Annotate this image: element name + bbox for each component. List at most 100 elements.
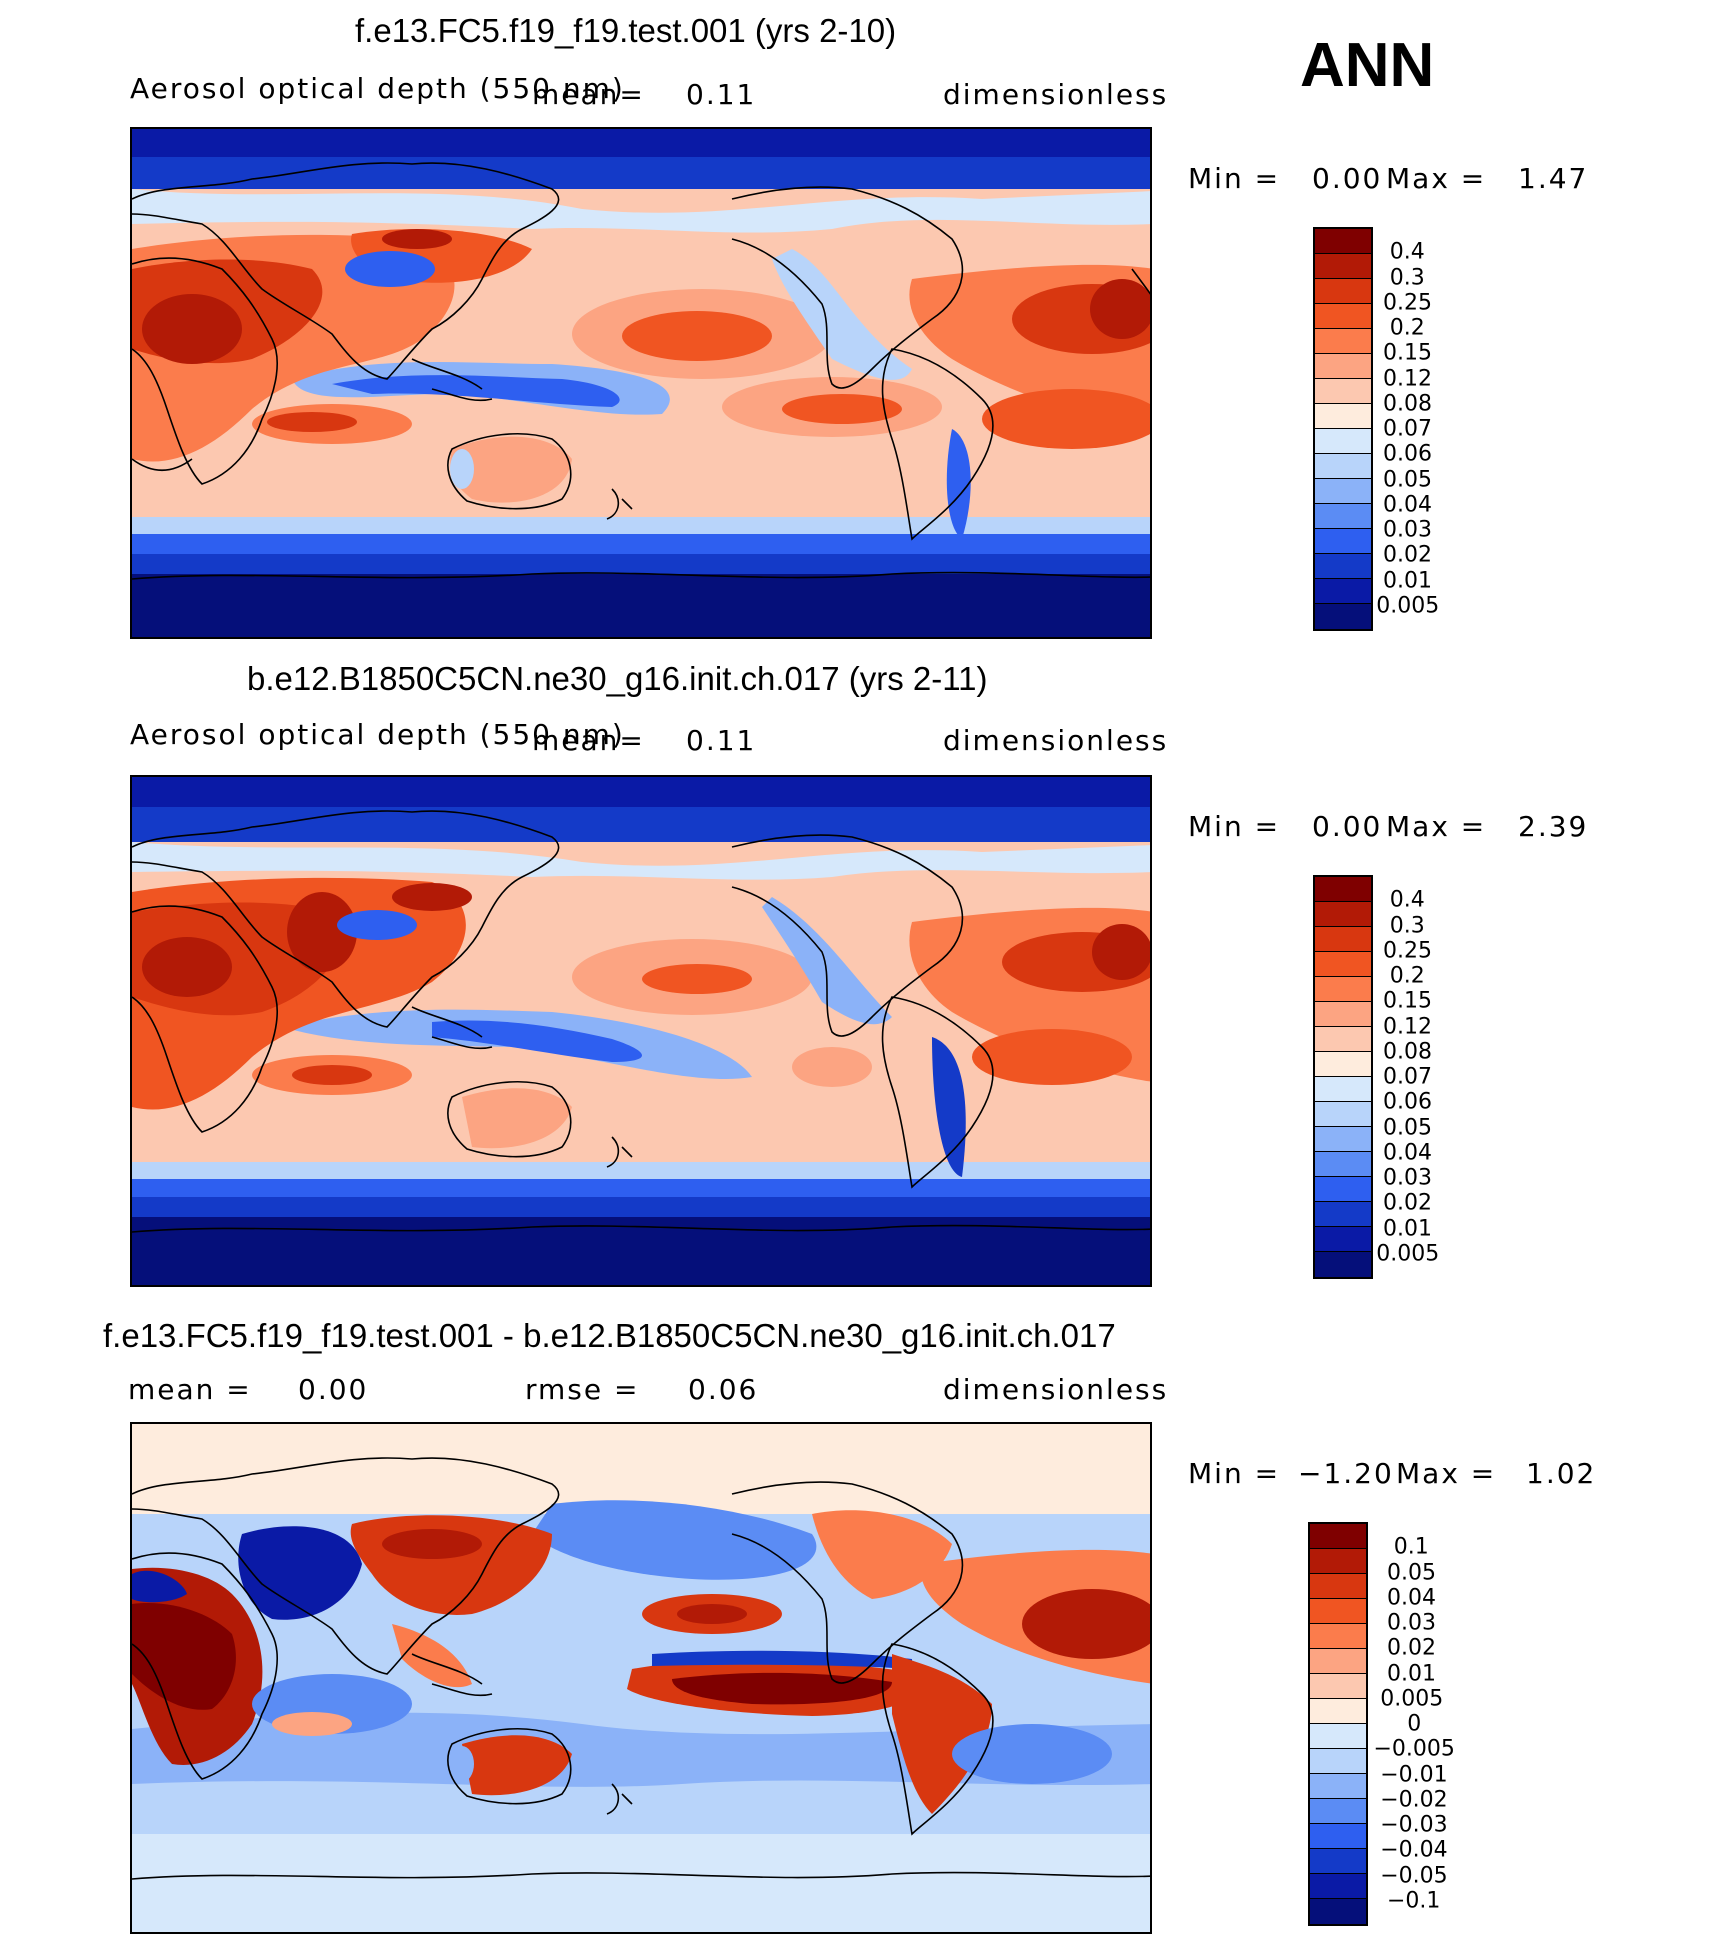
- colorbar-tick-label: −0.005: [1373, 1736, 1455, 1762]
- colorbar-swatch: [1315, 304, 1371, 329]
- colorbar-tick-label: 0.1: [1393, 1534, 1429, 1560]
- colorbar-tick-label: 0.03: [1387, 1610, 1436, 1636]
- colorbar-swatch: [1310, 1799, 1366, 1824]
- colorbar-swatch: [1315, 1077, 1371, 1102]
- colorbar-swatch: [1310, 1674, 1366, 1699]
- colorbar-swatch: [1315, 1127, 1371, 1152]
- colorbar-tick-label: 0.25: [1383, 290, 1432, 316]
- colorbar-swatch: [1315, 429, 1371, 454]
- panel2-mean-label: mean=: [532, 724, 645, 757]
- colorbar-tick-label: 0.02: [1383, 542, 1432, 568]
- colorbar-swatch: [1315, 1027, 1371, 1052]
- colorbar-swatch: [1310, 1874, 1366, 1899]
- colorbar-tick-label: 0.07: [1383, 1064, 1432, 1090]
- panel3-rmse-value: 0.06: [688, 1373, 759, 1406]
- panel1-max-label: Max =: [1386, 162, 1487, 195]
- colorbar-swatch: [1310, 1849, 1366, 1874]
- panel1-colorbar: [1313, 227, 1373, 631]
- colorbar-swatch: [1310, 1549, 1366, 1574]
- colorbar-swatch: [1315, 579, 1371, 604]
- colorbar-tick-label: 0.005: [1376, 593, 1440, 619]
- colorbar-swatch: [1315, 279, 1371, 304]
- panel2-max-label: Max =: [1386, 810, 1487, 843]
- colorbar-swatch: [1315, 229, 1371, 254]
- panel2-units: dimensionless: [943, 724, 1169, 757]
- colorbar-swatch: [1310, 1724, 1366, 1749]
- colorbar-tick-label: 0.2: [1389, 315, 1425, 341]
- colorbar-tick-label: −0.04: [1380, 1837, 1448, 1863]
- colorbar-tick-label: 0.4: [1389, 887, 1425, 913]
- panel3-min-label: Min =: [1188, 1457, 1281, 1490]
- panel3-title: f.e13.FC5.f19_f19.test.001 - b.e12.B1850…: [103, 1317, 1116, 1354]
- panel2-min-label: Min =: [1188, 810, 1281, 843]
- panel2-mean-value: 0.11: [686, 724, 757, 757]
- colorbar-tick-label: 0.01: [1383, 1216, 1432, 1241]
- colorbar-tick-label: 0.25: [1383, 938, 1432, 964]
- colorbar-tick-label: 0.01: [1383, 568, 1432, 593]
- panel1-map: [130, 127, 1152, 639]
- colorbar-tick-label: 0.03: [1383, 1165, 1432, 1191]
- panel3-map: [130, 1422, 1152, 1934]
- colorbar-swatch: [1315, 1002, 1371, 1027]
- colorbar-swatch: [1310, 1749, 1366, 1774]
- colorbar-tick-label: −0.02: [1380, 1787, 1448, 1813]
- colorbar-swatch: [1310, 1574, 1366, 1599]
- panel3-units: dimensionless: [943, 1373, 1169, 1406]
- panel3-max-value: 1.02: [1526, 1457, 1597, 1490]
- colorbar-swatch: [1310, 1649, 1366, 1674]
- colorbar-swatch: [1315, 1252, 1371, 1277]
- panel1-mean-value: 0.11: [686, 78, 757, 111]
- colorbar-tick-label: 0.07: [1383, 416, 1432, 442]
- colorbar-tick-label: 0.06: [1383, 441, 1432, 467]
- colorbar-tick-label: 0.15: [1383, 988, 1432, 1014]
- panel3-min-value: −1.20: [1298, 1457, 1394, 1490]
- colorbar-swatch: [1315, 554, 1371, 579]
- panel2-variable: Aerosol optical depth (550 nm): [130, 718, 625, 751]
- panel1-variable: Aerosol optical depth (550 nm): [130, 72, 625, 105]
- colorbar-tick-label: 0.02: [1383, 1190, 1432, 1216]
- colorbar-swatch: [1310, 1699, 1366, 1724]
- colorbar-swatch: [1315, 354, 1371, 379]
- colorbar-tick-label: −0.01: [1380, 1762, 1448, 1787]
- colorbar-swatch: [1310, 1599, 1366, 1624]
- panel2-title: b.e12.B1850C5CN.ne30_g16.init.ch.017 (yr…: [247, 660, 988, 697]
- colorbar-tick-label: 0.02: [1387, 1635, 1436, 1661]
- colorbar-tick-label: 0.04: [1387, 1585, 1436, 1611]
- colorbar-tick-label: 0.05: [1383, 1115, 1432, 1140]
- panel1-units: dimensionless: [943, 78, 1169, 111]
- colorbar-tick-label: 0.03: [1383, 517, 1432, 543]
- colorbar-tick-label: 0.3: [1389, 913, 1425, 938]
- panel1-max-value: 1.47: [1518, 162, 1589, 195]
- colorbar-tick-label: 0.3: [1389, 265, 1425, 290]
- colorbar-swatch: [1315, 877, 1371, 902]
- colorbar-tick-label: −0.05: [1380, 1863, 1448, 1888]
- colorbar-swatch: [1310, 1524, 1366, 1549]
- colorbar-tick-label: 0.08: [1383, 391, 1432, 417]
- colorbar-tick-label: 0.01: [1387, 1661, 1436, 1686]
- panel3-mean-label: mean =: [128, 1373, 252, 1406]
- colorbar-swatch: [1310, 1899, 1366, 1924]
- colorbar-tick-label: 0.05: [1387, 1560, 1436, 1585]
- colorbar-tick-label: 0.04: [1383, 492, 1432, 518]
- colorbar-swatch: [1315, 454, 1371, 479]
- colorbar-swatch: [1310, 1824, 1366, 1849]
- colorbar-swatch: [1315, 1202, 1371, 1227]
- colorbar-swatch: [1315, 379, 1371, 404]
- panel2-max-value: 2.39: [1518, 810, 1589, 843]
- colorbar-swatch: [1310, 1624, 1366, 1649]
- colorbar-tick-label: 0.005: [1380, 1686, 1444, 1712]
- panel1-min-value: 0.00: [1312, 162, 1383, 195]
- colorbar-swatch: [1315, 504, 1371, 529]
- colorbar-swatch: [1315, 479, 1371, 504]
- panel1-mean-label: mean=: [532, 78, 645, 111]
- colorbar-tick-label: 0.04: [1383, 1140, 1432, 1166]
- panel2-colorbar: [1313, 875, 1373, 1279]
- season-label: ANN: [1300, 31, 1435, 100]
- colorbar-tick-label: −0.1: [1387, 1888, 1441, 1914]
- colorbar-tick-label: 0.2: [1389, 963, 1425, 989]
- colorbar-swatch: [1315, 329, 1371, 354]
- colorbar-swatch: [1315, 1177, 1371, 1202]
- colorbar-tick-label: 0.08: [1383, 1039, 1432, 1065]
- colorbar-swatch: [1315, 952, 1371, 977]
- colorbar-tick-label: 0: [1407, 1711, 1422, 1737]
